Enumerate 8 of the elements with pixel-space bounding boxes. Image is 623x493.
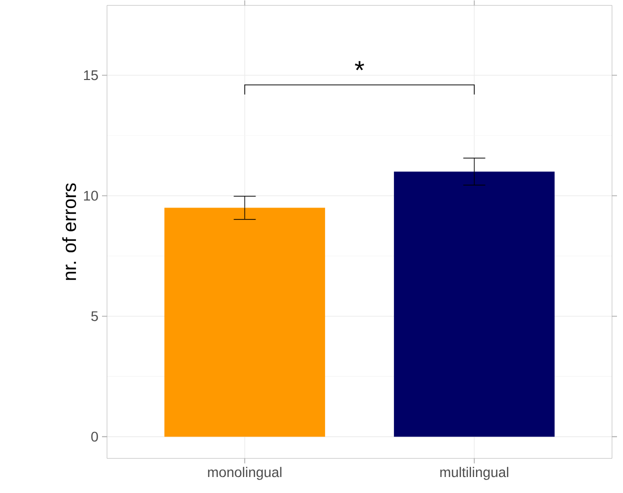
y-tick-label: 15 (84, 70, 98, 80)
y-tick-label: 0 (91, 432, 98, 442)
x-tick-label: multilingual (440, 466, 508, 480)
x-tick-label: monolingual (208, 466, 282, 480)
annotation: * (354, 60, 364, 70)
y-axis-title: nr. of errors (62, 183, 76, 280)
y-tick-label: 5 (91, 311, 98, 321)
y-tick-label: 10 (84, 190, 98, 201)
